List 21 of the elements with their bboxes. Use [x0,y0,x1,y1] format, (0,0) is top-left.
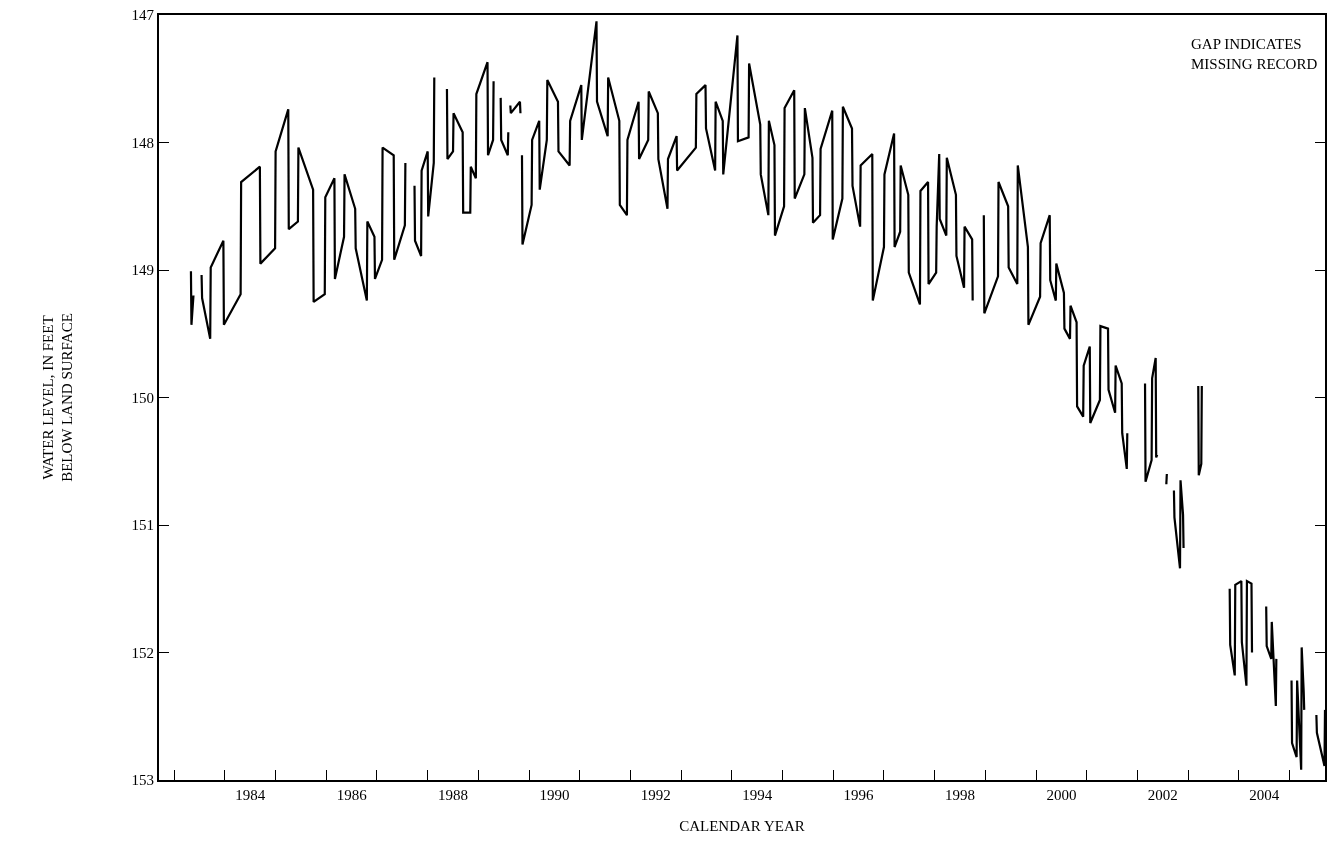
x-tick-label: 1992 [640,787,671,803]
y-axis-title: WATER LEVEL, IN FEET BELOW LAND SURFACE [39,313,76,482]
y-tick-label: 147 [131,7,155,24]
y-tick-label: 151 [131,517,154,534]
y-tick-label: 153 [131,772,154,789]
x-axis-title: CALENDAR YEAR [679,817,805,834]
y-tick-label: 149 [131,262,154,279]
x-tick-label: 1990 [539,787,570,803]
x-tick-label: 2002 [1147,787,1178,803]
annotation: GAP INDICATES MISSING RECORD [1191,36,1318,72]
x-tick-label: 1994 [742,787,773,803]
x-tick-label: 1988 [438,787,469,803]
x-tick-label: 2004 [1249,787,1280,803]
y-tick-label: 150 [131,389,154,406]
y-tick-label: 148 [131,134,154,151]
y-tick-label: 152 [131,644,154,661]
x-tick-label: 1984 [235,787,266,803]
x-tick-label: 2000 [1046,787,1077,803]
x-tick-label: 1996 [843,787,875,803]
x-tick-label: 1998 [944,787,975,803]
x-tick-label: 1986 [336,787,368,803]
